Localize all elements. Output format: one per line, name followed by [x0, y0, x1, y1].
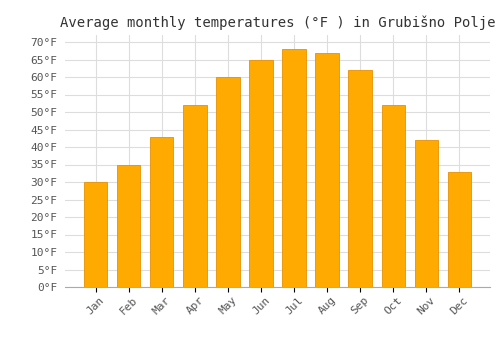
Bar [184, 105, 206, 287]
Bar [414, 140, 438, 287]
Bar [118, 164, 141, 287]
Bar [282, 49, 306, 287]
Bar [448, 172, 470, 287]
Title: Average monthly temperatures (°F ) in Grubišno Polje: Average monthly temperatures (°F ) in Gr… [60, 15, 495, 30]
Bar [84, 182, 108, 287]
Bar [382, 105, 404, 287]
Bar [348, 70, 372, 287]
Bar [216, 77, 240, 287]
Bar [250, 60, 272, 287]
Bar [150, 136, 174, 287]
Bar [316, 52, 338, 287]
